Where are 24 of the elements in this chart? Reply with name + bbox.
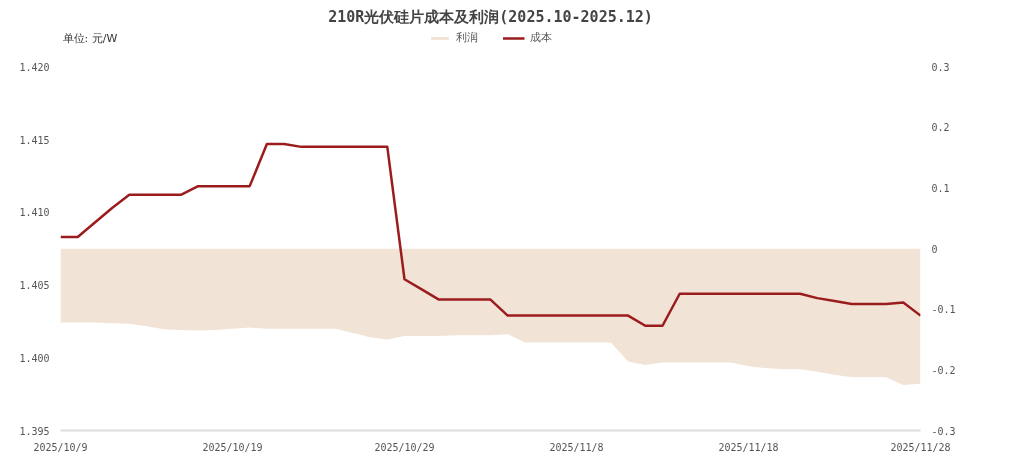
legend-label: 利润 [455, 30, 478, 45]
x-tick-label: 2025/11/28 [890, 441, 951, 453]
text: 单位: 元/W [62, 32, 118, 46]
x-tick-label: 2025/10/19 [202, 441, 263, 453]
y-tick-label: 1.400 [19, 352, 50, 364]
y2-tick-label: 0.1 [931, 183, 950, 195]
x-tick-label: 2025/11/8 [549, 441, 604, 453]
y2-tick-label: -0.2 [931, 364, 956, 376]
y-tick-label: 1.415 [19, 134, 50, 146]
y2-tick-label: -0.1 [931, 304, 956, 316]
x-tick-label: 2025/11/18 [718, 441, 779, 453]
y2-tick-label: 0 [931, 243, 938, 255]
x-tick-label: 2025/10/9 [33, 441, 88, 453]
y-tick-label: 1.410 [19, 207, 50, 219]
y2-tick-label: -0.3 [931, 425, 956, 437]
legend-label: 成本 [529, 30, 552, 45]
y2-tick-label: 0.3 [931, 61, 950, 73]
y-tick-label: 1.420 [19, 61, 50, 73]
y2-tick-label: 0.2 [931, 122, 950, 134]
y-tick-label: 1.405 [19, 280, 50, 292]
y-tick-label: 1.395 [19, 425, 50, 437]
chart-title: 210R光伏硅片成本及利润(2025.10-2025.12) [328, 7, 653, 26]
line-series [60, 142, 921, 328]
x-tick-label: 2025/10/29 [374, 441, 435, 453]
